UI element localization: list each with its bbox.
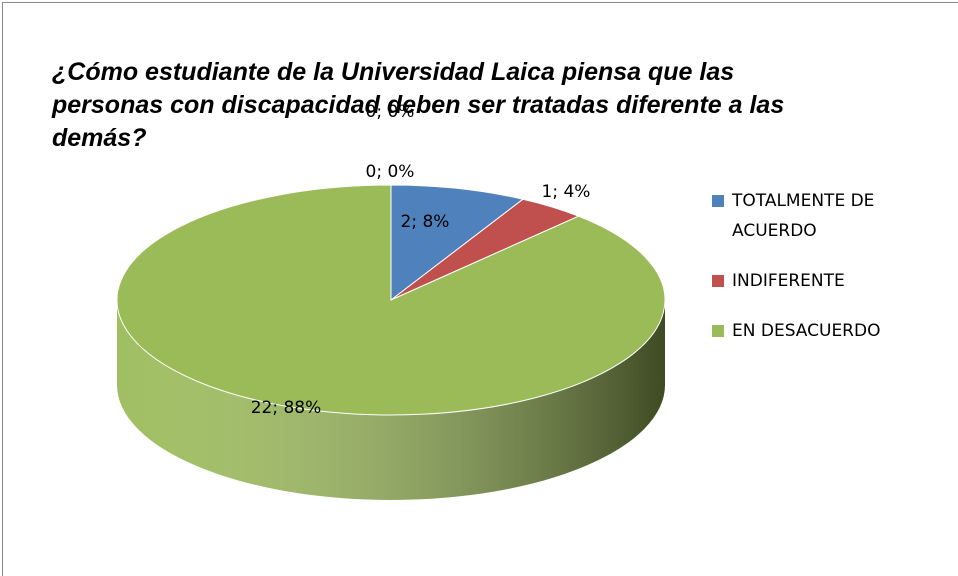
legend-label: INDIFERENTE bbox=[732, 271, 845, 291]
legend-item: EN DESACUERDO bbox=[712, 316, 948, 346]
legend-label: EN DESACUERDO bbox=[732, 321, 881, 341]
legend-swatch bbox=[712, 325, 724, 337]
pie-slice bbox=[116, 184, 666, 416]
pie-side-shade bbox=[117, 300, 665, 500]
legend-item: TOTALMENTE DE ACUERDO bbox=[712, 186, 948, 246]
data-label: 2; 8% bbox=[401, 212, 450, 232]
legend-item: INDIFERENTE bbox=[712, 266, 948, 296]
data-label: 22; 88% bbox=[251, 398, 322, 418]
legend-swatch bbox=[712, 195, 724, 207]
data-label: 0; 0% bbox=[366, 162, 415, 182]
pie-slice bbox=[390, 184, 525, 302]
legend-label: TOTALMENTE DE ACUERDO bbox=[732, 191, 875, 241]
legend: TOTALMENTE DE ACUERDO INDIFERENTE EN DESAC… bbox=[712, 186, 948, 366]
chart-title: ¿Cómo estudiante de la Universidad Laica… bbox=[52, 58, 785, 152]
data-label: 1; 4% bbox=[542, 182, 591, 202]
data-label: 0; 0% bbox=[366, 102, 415, 122]
legend-swatch bbox=[712, 275, 724, 287]
